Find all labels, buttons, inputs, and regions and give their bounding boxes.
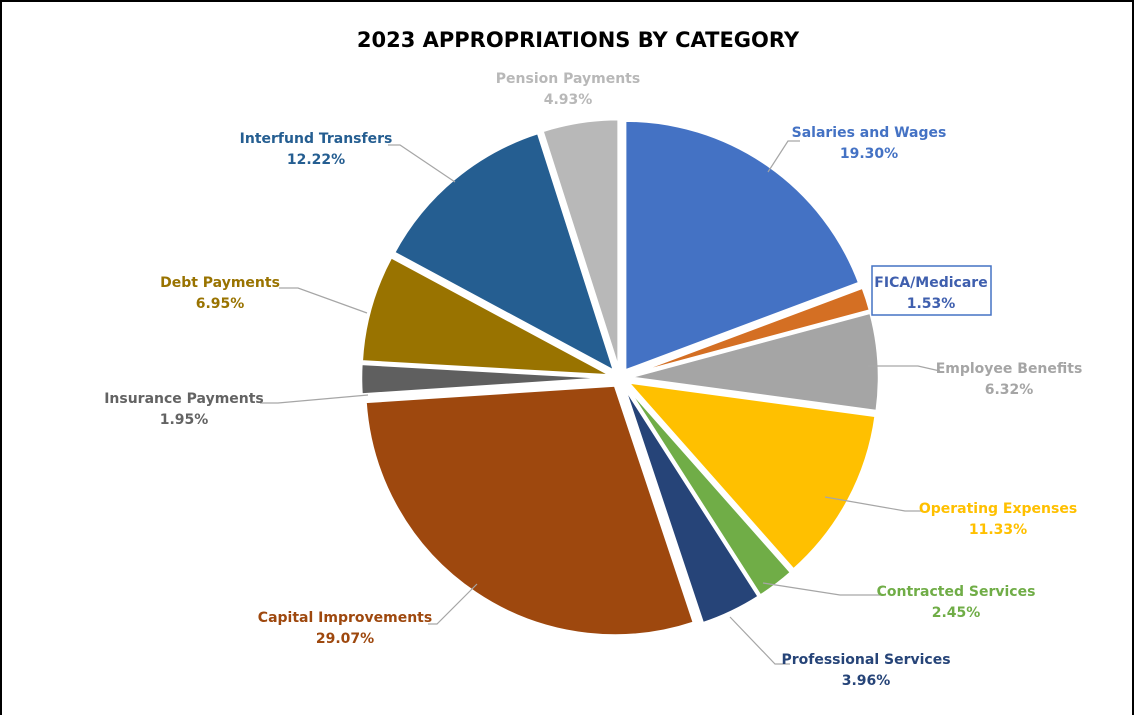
slice-category-name: Debt Payments [160,275,280,291]
slice-percentage: 1.95% [160,412,209,428]
slice-category-name: Contracted Services [877,584,1036,600]
leader-line [388,144,456,183]
leader-line [762,582,883,596]
data-label: Employee Benefits 6.32% [936,361,1083,398]
slice-percentage: 4.93% [544,92,593,108]
data-label: Interfund Transfers 12.22% [240,131,393,168]
slice-percentage: 1.53% [907,296,956,312]
slice-category-name: Professional Services [781,652,950,668]
data-label: Contracted Services 2.45% [877,584,1036,621]
data-label: Salaries and Wages 19.30% [792,125,947,162]
pie-slice-fica-medicare [627,286,872,377]
slice-percentage: 12.22% [287,152,345,168]
slice-category-name: Insurance Payments [104,391,264,407]
pie-slice-capital-improvements [364,384,696,637]
data-label: Insurance Payments 1.95% [104,391,264,428]
pie-slice-salaries-and-wages [623,119,861,372]
slice-category-name: Operating Expenses [919,501,1077,517]
slice-percentage: 11.33% [969,522,1027,538]
slice-percentage: 6.95% [196,296,245,312]
slices-layer [359,117,881,637]
slice-category-name: Interfund Transfers [240,131,393,147]
pie-slice-employee-benefits [627,311,881,413]
slice-percentage: 29.07% [316,631,374,647]
pie-slice-interfund-transfers [392,131,616,373]
leader-line [868,365,941,372]
pie-slice-operating-expenses [626,380,877,571]
leader-lines-layer [260,140,941,665]
leader-line [428,583,478,625]
leader-line [260,394,369,404]
data-label: Professional Services 3.96% [781,652,950,689]
data-label: Capital Improvements 29.07% [258,610,432,647]
slice-category-name: FICA/Medicare [874,275,987,291]
labels-layer: Salaries and Wages 19.30% FICA/Medicare 1.5… [104,71,1082,689]
slice-category-name: Capital Improvements [258,610,432,626]
data-label: Operating Expenses 11.33% [919,501,1077,538]
chart-title: 2023 APPROPRIATIONS BY CATEGORY [357,28,800,52]
leader-line [279,287,368,314]
slice-percentage: 6.32% [985,382,1034,398]
leader-line [729,616,790,665]
pie-slice-insurance-payments [359,362,613,396]
slice-category-name: Salaries and Wages [792,125,947,141]
leader-line [824,496,923,512]
slice-percentage: 2.45% [932,605,981,621]
highlighted-label-box [871,265,992,316]
leader-line [767,140,800,173]
pie-slice-pension-payments [541,117,620,371]
slice-percentage: 19.30% [840,146,898,162]
slice-category-name: Pension Payments [496,71,640,87]
data-label: Debt Payments 6.95% [160,275,280,312]
slice-category-name: Employee Benefits [936,361,1083,377]
data-label: Pension Payments 4.93% [496,71,640,108]
data-label: FICA/Medicare 1.53% [874,275,987,312]
slice-percentage: 3.96% [842,673,891,689]
pie-slice-debt-payments [360,255,613,377]
pie-slice-professional-services [622,384,761,625]
